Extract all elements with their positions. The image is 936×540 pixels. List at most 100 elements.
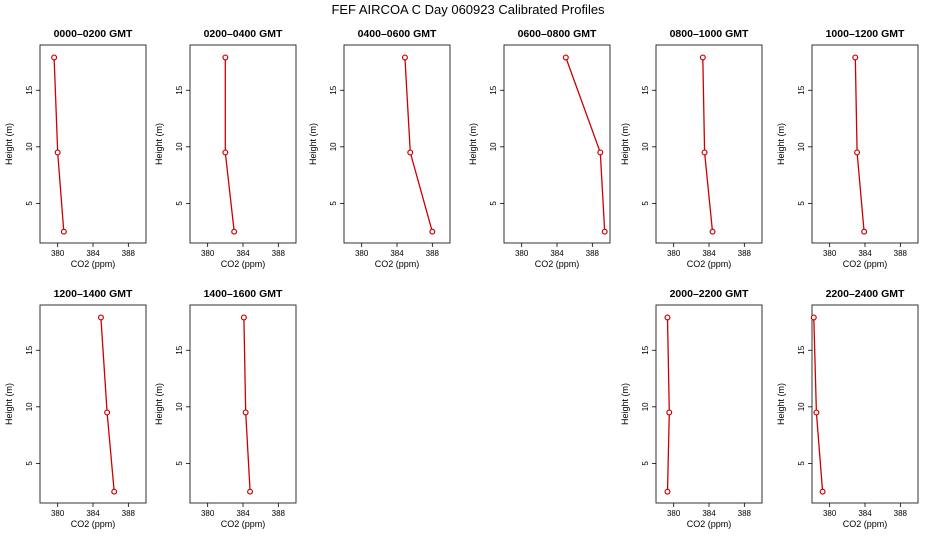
data-point — [60, 228, 67, 235]
y-tick-label: 15 — [797, 85, 806, 94]
y-tick-label: 15 — [489, 85, 498, 94]
x-axis-label: CO2 (ppm) — [535, 259, 580, 269]
x-tick-label: 388 — [272, 249, 286, 258]
x-tick-label: 380 — [823, 509, 837, 518]
y-tick-label: 5 — [489, 201, 498, 206]
x-tick-label: 384 — [390, 249, 404, 258]
y-axis-label: Height (m) — [154, 383, 164, 425]
data-point — [709, 228, 716, 235]
data-point — [104, 409, 111, 416]
y-tick-label: 15 — [25, 345, 34, 354]
data-point — [222, 149, 229, 156]
plot-frame — [343, 44, 451, 244]
x-tick-label: 380 — [823, 249, 837, 258]
profile-line — [224, 57, 235, 232]
y-axis-label: Height (m) — [308, 123, 318, 165]
y-tick-label: 10 — [641, 142, 650, 151]
x-tick-label: 380 — [515, 249, 529, 258]
data-point — [51, 54, 58, 61]
x-tick-label: 388 — [738, 509, 752, 518]
y-tick-label: 10 — [797, 402, 806, 411]
panel-title: 0600–0800 GMT — [518, 28, 597, 40]
x-tick-label: 380 — [667, 249, 681, 258]
panel-7: 1400–1600 GMT 380 384 388 5 10 15 CO2 (ppm) Heig… — [154, 288, 297, 529]
x-tick-label: 384 — [236, 509, 250, 518]
profile-line — [243, 317, 251, 492]
y-tick-label: 5 — [25, 461, 34, 466]
plot-frame — [189, 304, 297, 504]
x-axis-label: CO2 (ppm) — [71, 519, 116, 529]
data-point — [231, 228, 238, 235]
y-tick-label: 15 — [797, 345, 806, 354]
data-point — [664, 488, 671, 495]
data-point — [222, 54, 229, 61]
y-axis-label: Height (m) — [4, 123, 14, 165]
y-axis-label: Height (m) — [776, 123, 786, 165]
panel-9: 2200–2400 GMT 380 384 388 5 10 15 CO2 (ppm) Heig… — [776, 288, 919, 529]
profile-line — [854, 57, 865, 232]
y-tick-label: 10 — [329, 142, 338, 151]
x-tick-label: 384 — [86, 249, 100, 258]
x-tick-label: 384 — [236, 249, 250, 258]
y-tick-label: 5 — [641, 461, 650, 466]
y-tick-label: 5 — [175, 201, 184, 206]
y-tick-label: 5 — [797, 201, 806, 206]
panel-title: 1200–1400 GMT — [54, 288, 133, 300]
panel-title: 2000–2200 GMT — [670, 288, 749, 300]
x-tick-label: 384 — [702, 509, 716, 518]
data-point — [666, 409, 673, 416]
x-tick-label: 380 — [51, 509, 65, 518]
x-tick-label: 380 — [201, 509, 215, 518]
data-point — [242, 409, 249, 416]
profile-line — [813, 317, 824, 492]
panel-6: 1200–1400 GMT 380 384 388 5 10 15 CO2 (ppm) Heig… — [4, 288, 147, 529]
x-axis-label: CO2 (ppm) — [687, 259, 732, 269]
profile-line — [404, 57, 433, 232]
data-point — [701, 149, 708, 156]
data-point — [601, 228, 608, 235]
panel-4: 0800–1000 GMT 380 384 388 5 10 15 CO2 (ppm) Heig… — [620, 28, 763, 269]
y-axis-label: Height (m) — [154, 123, 164, 165]
y-tick-label: 15 — [641, 85, 650, 94]
data-point — [562, 54, 569, 61]
x-axis-label: CO2 (ppm) — [221, 519, 266, 529]
data-point — [819, 488, 826, 495]
x-tick-label: 388 — [272, 509, 286, 518]
x-tick-label: 384 — [86, 509, 100, 518]
panel-2: 0400–0600 GMT 380 384 388 5 10 15 CO2 (ppm) Heig… — [308, 28, 451, 269]
data-point — [810, 314, 817, 321]
data-point — [597, 149, 604, 156]
panel-1: 0200–0400 GMT 380 384 388 5 10 15 CO2 (ppm) Heig… — [154, 28, 297, 269]
data-point — [813, 409, 820, 416]
panel-8: 2000–2200 GMT 380 384 388 5 10 15 CO2 (ppm) Heig… — [620, 288, 763, 529]
y-tick-label: 15 — [329, 85, 338, 94]
x-tick-label: 380 — [667, 509, 681, 518]
data-point — [699, 54, 706, 61]
plot-frame — [811, 44, 919, 244]
panel-title: 0000–0200 GMT — [54, 28, 133, 40]
data-point — [861, 228, 868, 235]
panel-0: 0000–0200 GMT 380 384 388 5 10 15 CO2 (ppm) Heig… — [4, 28, 147, 269]
y-tick-label: 10 — [641, 402, 650, 411]
y-tick-label: 15 — [175, 345, 184, 354]
panel-5: 1000–1200 GMT 380 384 388 5 10 15 CO2 (ppm) Heig… — [776, 28, 919, 269]
data-point — [407, 149, 414, 156]
profile-line — [565, 57, 606, 232]
panel-title: 0200–0400 GMT — [204, 28, 283, 40]
plot-frame — [39, 304, 147, 504]
x-tick-label: 388 — [586, 249, 600, 258]
y-tick-label: 15 — [641, 345, 650, 354]
y-tick-label: 10 — [797, 142, 806, 151]
plot-frame — [39, 44, 147, 244]
panel-title: 0800–1000 GMT — [670, 28, 749, 40]
plot-frame — [811, 304, 919, 504]
y-tick-label: 10 — [25, 142, 34, 151]
y-tick-label: 10 — [489, 142, 498, 151]
panel-title: 2200–2400 GMT — [826, 288, 905, 300]
data-point — [247, 488, 254, 495]
x-tick-label: 384 — [550, 249, 564, 258]
panel-title: 0400–0600 GMT — [358, 28, 437, 40]
x-tick-label: 388 — [426, 249, 440, 258]
x-tick-label: 384 — [858, 249, 872, 258]
